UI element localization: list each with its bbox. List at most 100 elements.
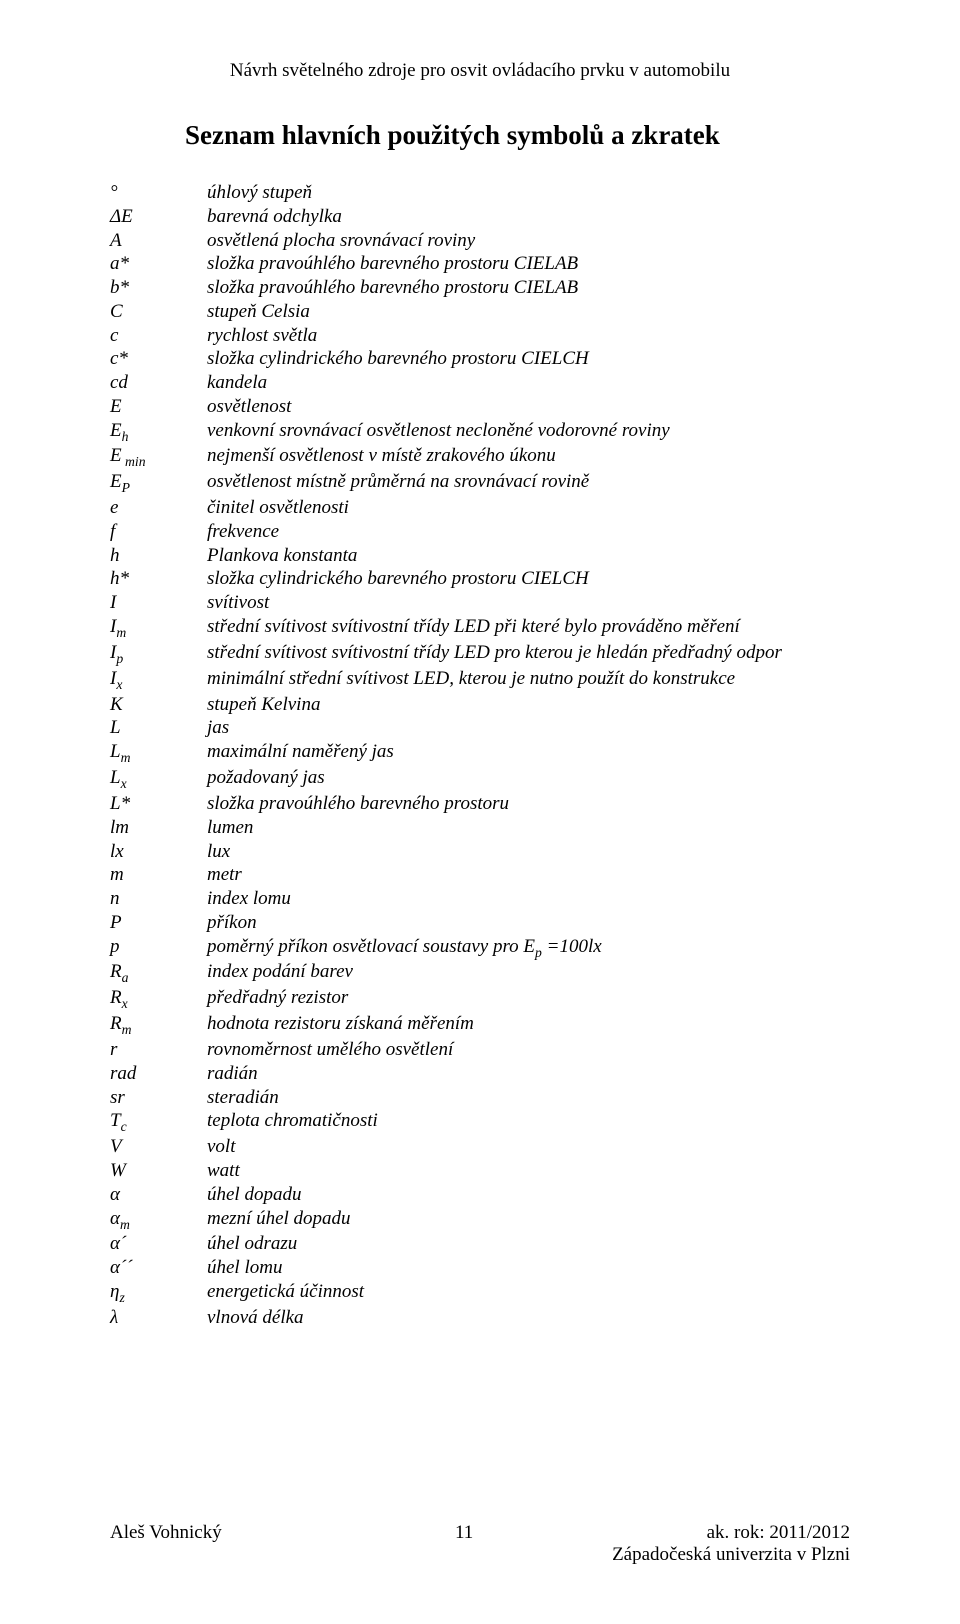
symbol-row: c*složka cylindrického barevného prostor…: [110, 347, 782, 371]
description-cell: složka cylindrického barevného prostoru …: [207, 567, 782, 591]
symbol-row: λvlnová délka: [110, 1306, 782, 1330]
symbol-cell: n: [110, 887, 207, 911]
description-cell: mezní úhel dopadu: [207, 1207, 782, 1233]
description-cell: index lomu: [207, 887, 782, 911]
symbol-cell: a*: [110, 252, 207, 276]
description-cell: osvětlenost místně průměrná na srovnávac…: [207, 470, 782, 496]
symbol-cell: V: [110, 1135, 207, 1159]
symbol-cell: α: [110, 1183, 207, 1207]
symbol-row: ffrekvence: [110, 520, 782, 544]
symbol-cell: b*: [110, 276, 207, 300]
description-cell: Plankova konstanta: [207, 544, 782, 568]
description-cell: lumen: [207, 816, 782, 840]
symbol-row: hPlankova konstanta: [110, 544, 782, 568]
description-cell: teplota chromatičnosti: [207, 1109, 782, 1135]
symbol-cell: c: [110, 324, 207, 348]
symbol-row: Rmhodnota rezistoru získaná měřením: [110, 1012, 782, 1038]
description-cell: maximální naměřený jas: [207, 740, 782, 766]
symbol-row: crychlost světla: [110, 324, 782, 348]
description-cell: stupeň Celsia: [207, 300, 782, 324]
footer-author: Aleš Vohnický: [110, 1522, 222, 1544]
symbol-cell: ΔE: [110, 205, 207, 229]
description-cell: předřadný rezistor: [207, 986, 782, 1012]
symbol-row: ηzenergetická účinnost: [110, 1280, 782, 1306]
symbol-row: Imstřední svítivost svítivostní třídy LE…: [110, 615, 782, 641]
description-cell: index podání barev: [207, 960, 782, 986]
symbol-row: L*složka pravoúhlého barevného prostoru: [110, 792, 782, 816]
footer-year: ak. rok: 2011/2012: [707, 1522, 850, 1544]
page-title: Seznam hlavních použitých symbolů a zkra…: [185, 120, 850, 151]
symbol-cell: ηz: [110, 1280, 207, 1306]
symbol-row: αmmezní úhel dopadu: [110, 1207, 782, 1233]
symbol-cell: L: [110, 716, 207, 740]
symbol-cell: Lm: [110, 740, 207, 766]
symbol-cell: Rm: [110, 1012, 207, 1038]
symbol-cell: K: [110, 693, 207, 717]
symbol-cell: L*: [110, 792, 207, 816]
description-cell: volt: [207, 1135, 782, 1159]
symbol-cell: h*: [110, 567, 207, 591]
symbol-row: srsteradián: [110, 1086, 782, 1110]
description-cell: osvětlenost: [207, 395, 782, 419]
symbol-cell: Rx: [110, 986, 207, 1012]
symbol-cell: Ip: [110, 641, 207, 667]
symbol-cell: Ix: [110, 667, 207, 693]
description-cell: hodnota rezistoru získaná měřením: [207, 1012, 782, 1038]
symbol-cell: E: [110, 395, 207, 419]
symbol-cell: Eh: [110, 419, 207, 445]
description-cell: úhlový stupeň: [207, 181, 782, 205]
page-header: Návrh světelného zdroje pro osvit ovláda…: [110, 60, 850, 82]
description-cell: úhel odrazu: [207, 1232, 782, 1256]
symbol-row: Aosvětlená plocha srovnávací roviny: [110, 229, 782, 253]
symbol-list: °úhlový stupeňΔEbarevná odchylkaAosvětle…: [110, 181, 782, 1330]
symbol-cell: Tc: [110, 1109, 207, 1135]
description-cell: radián: [207, 1062, 782, 1086]
description-cell: osvětlená plocha srovnávací roviny: [207, 229, 782, 253]
symbol-row: Eh venkovní srovnávací osvětlenost neclo…: [110, 419, 782, 445]
page-footer: Aleš Vohnický 11 ak. rok: 2011/2012 Zápa…: [110, 1522, 850, 1566]
description-cell: činitel osvětlenosti: [207, 496, 782, 520]
symbol-row: radradián: [110, 1062, 782, 1086]
symbol-row: αúhel dopadu: [110, 1183, 782, 1207]
description-cell: jas: [207, 716, 782, 740]
symbol-cell: cd: [110, 371, 207, 395]
symbol-row: b*složka pravoúhlého barevného prostoru …: [110, 276, 782, 300]
description-cell: barevná odchylka: [207, 205, 782, 229]
symbol-cell: α´´: [110, 1256, 207, 1280]
symbol-cell: f: [110, 520, 207, 544]
description-cell: poměrný příkon osvětlovací soustavy pro …: [207, 935, 782, 961]
symbol-row: a*složka pravoúhlého barevného prostoru …: [110, 252, 782, 276]
symbol-row: E minnejmenší osvětlenost v místě zrakov…: [110, 444, 782, 470]
description-cell: watt: [207, 1159, 782, 1183]
symbol-row: EP osvětlenost místně průměrná na srovná…: [110, 470, 782, 496]
footer-university: Západočeská univerzita v Plzni: [612, 1544, 850, 1566]
symbol-row: α´´úhel lomu: [110, 1256, 782, 1280]
symbol-row: Ipstřední svítivost svítivostní třídy LE…: [110, 641, 782, 667]
symbol-row: ΔEbarevná odchylka: [110, 205, 782, 229]
symbol-cell: EP: [110, 470, 207, 496]
description-cell: frekvence: [207, 520, 782, 544]
symbol-row: Lxpožadovaný jas: [110, 766, 782, 792]
description-cell: lux: [207, 840, 782, 864]
symbol-cell: Ra: [110, 960, 207, 986]
description-cell: energetická účinnost: [207, 1280, 782, 1306]
description-cell: steradián: [207, 1086, 782, 1110]
description-cell: minimální střední svítivost LED, kterou …: [207, 667, 782, 693]
symbol-row: cdkandela: [110, 371, 782, 395]
description-cell: kandela: [207, 371, 782, 395]
symbol-row: Tcteplota chromatičnosti: [110, 1109, 782, 1135]
description-cell: metr: [207, 863, 782, 887]
description-cell: složka pravoúhlého barevného prostoru: [207, 792, 782, 816]
symbol-cell: rad: [110, 1062, 207, 1086]
symbol-cell: C: [110, 300, 207, 324]
symbol-cell: lx: [110, 840, 207, 864]
symbol-row: Rxpředřadný rezistor: [110, 986, 782, 1012]
description-cell: úhel lomu: [207, 1256, 782, 1280]
description-cell: složka pravoúhlého barevného prostoru CI…: [207, 252, 782, 276]
symbol-cell: I: [110, 591, 207, 615]
symbol-cell: °: [110, 181, 207, 205]
symbol-row: ečinitel osvětlenosti: [110, 496, 782, 520]
symbol-row: Wwatt: [110, 1159, 782, 1183]
symbol-row: Ppříkon: [110, 911, 782, 935]
symbol-row: °úhlový stupeň: [110, 181, 782, 205]
